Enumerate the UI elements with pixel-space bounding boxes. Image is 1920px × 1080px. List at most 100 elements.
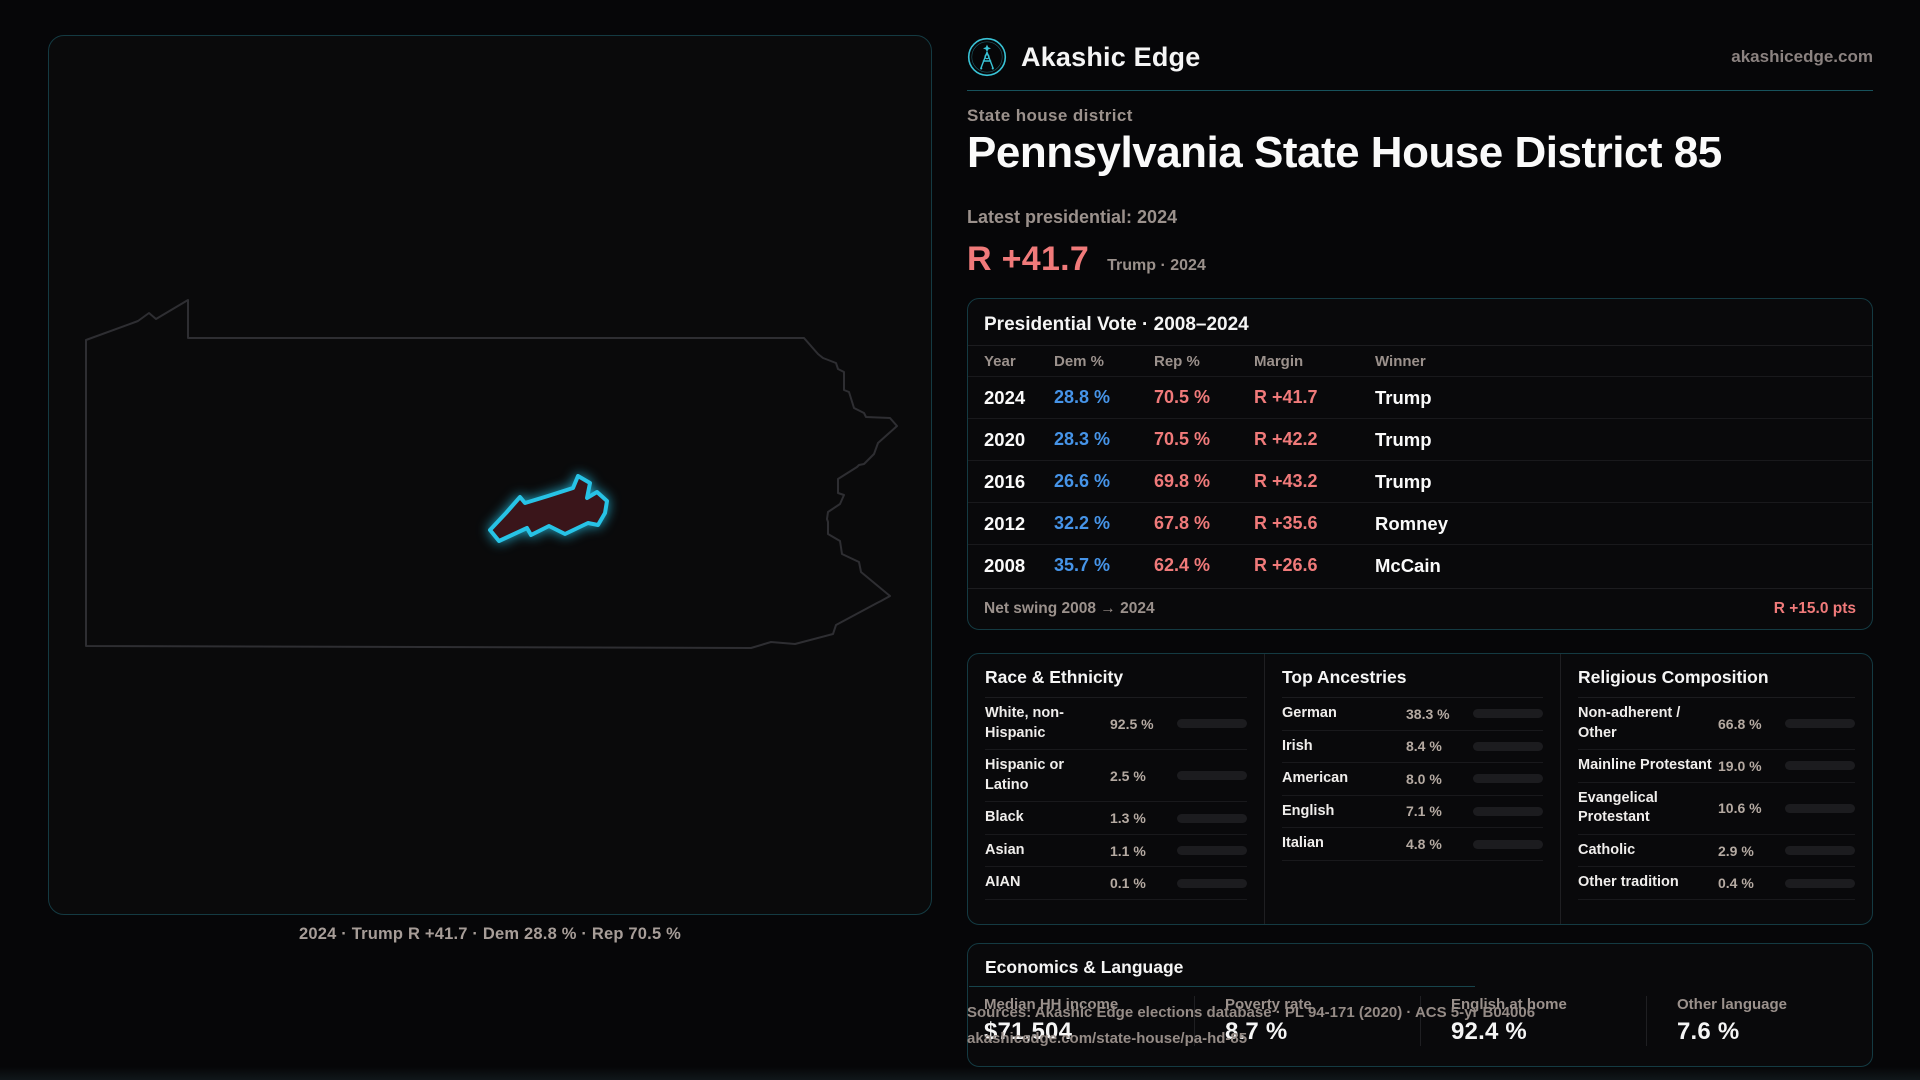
cell-rep-pct: 70.5 % [1154,387,1211,407]
stat-value: 92.4 % [1451,1018,1527,1045]
economics-card: Economics & Language Median HH income $7… [967,943,1873,1067]
map-caption: 2024 · Trump R +41.7 · Dem 28.8 % · Rep … [299,925,681,943]
col-header-year: Year [984,352,1016,370]
presidential-vote-card: Presidential Vote · 2008–2024 Year Dem %… [967,298,1873,630]
stat-bar [1473,806,1543,816]
col-header-dem: Dem % [1054,352,1105,370]
cell-rep-pct: 70.5 % [1154,429,1211,449]
list-item: Other tradition 0.4 % [1578,867,1855,900]
presidential-table-header: Year Dem % Rep % Margin Winner [968,346,1872,376]
stat-label: English at home [1451,996,1567,1013]
net-swing-value: R +15.0 pts [1773,600,1856,617]
list-item: Black 1.3 % [985,802,1247,835]
stat-value: 8.4 % [1406,738,1442,755]
stat-value: 2.9 % [1718,842,1754,859]
cell-margin: R +43.2 [1254,471,1318,491]
stat-value: 92.5 % [1110,715,1154,732]
latest-presidential-label: Latest presidential: 2024 [967,207,1178,227]
stat-label: Asian [985,841,1025,858]
stat-value: 8.0 % [1406,770,1442,787]
cell-dem-pct: 26.6 % [1054,471,1111,491]
stat-value: 10.6 % [1718,800,1762,817]
cell-winner: McCain [1375,554,1441,576]
stat-bar [1785,878,1855,888]
stat-value: 38.3 % [1406,705,1450,722]
stat-label: Mainline Protestant [1578,757,1712,774]
cell-winner: Romney [1375,512,1448,534]
header-divider [967,90,1873,91]
table-row: 2024 28.8 % 70.5 % R +41.7 Trump [968,376,1872,418]
cell-rep-pct: 67.8 % [1154,513,1211,533]
religion-panel: Religious Composition Non-adherent / Oth… [1560,654,1872,924]
stat-value: 4.8 % [1406,836,1442,853]
divider [969,986,1476,987]
stat-value: $71,504 [984,1018,1073,1045]
cell-dem-pct: 28.3 % [1054,429,1111,449]
brand-name[interactable]: Akashic Edge [1021,41,1201,72]
stat-label: Median HH income [984,996,1119,1013]
cell-margin: R +41.7 [1254,387,1318,407]
list-item: English 7.1 % [1282,796,1543,829]
district-map-card [48,35,932,915]
list-item: Asian 1.1 % [985,835,1247,868]
table-row: 2012 32.2 % 67.8 % R +35.6 Romney [968,502,1872,544]
stat-label: Evangelical Protestant [1578,789,1658,826]
stat-label: Other language [1677,996,1788,1013]
stat-bar [1473,839,1543,849]
race-panel-title: Race & Ethnicity [985,667,1247,698]
stat-label: English [1282,802,1335,819]
demographics-card: Race & Ethnicity White, non-Hispanic 92.… [967,653,1873,925]
site-domain-link[interactable]: akashicedge.com [1731,47,1873,66]
stat-bar [1785,761,1855,771]
table-row: 2016 26.6 % 69.8 % R +43.2 Trump [968,460,1872,502]
stat-label: White, non-Hispanic [985,705,1064,741]
stat-label: AIAN [985,874,1021,891]
stat-value: 19.0 % [1718,757,1762,774]
cell-year: 2008 [984,554,1026,576]
stat-bar [1177,846,1247,856]
stat-block: English at home 92.4 % [1420,996,1646,1046]
list-item: Irish 8.4 % [1282,731,1543,764]
cell-rep-pct: 62.4 % [1154,555,1211,575]
list-item: AIAN 0.1 % [985,867,1247,900]
stat-bar [1473,709,1543,719]
economics-card-title: Economics & Language [985,957,1184,977]
ancestries-panel-title: Top Ancestries [1282,667,1543,698]
list-item: White, non-Hispanic 92.5 % [985,698,1247,751]
table-row: 2008 35.7 % 62.4 % R +26.6 McCain [968,544,1872,586]
brand-logo-icon[interactable] [967,37,1007,77]
stat-label: American [1282,770,1349,787]
economics-stats-row: Median HH income $71,504 Poverty rate 8.… [968,996,1872,1046]
cell-dem-pct: 28.8 % [1054,387,1111,407]
list-item: Mainline Protestant 19.0 % [1578,750,1855,783]
net-swing-row: Net swing 2008 → 2024 R +15.0 pts [968,588,1872,629]
cell-margin: R +42.2 [1254,429,1318,449]
religion-panel-title: Religious Composition [1578,667,1855,698]
cell-year: 2016 [984,470,1026,492]
state-outline [85,299,898,649]
stat-label: Catholic [1578,841,1636,858]
district-shape[interactable] [488,474,609,543]
bottom-glow-strip [0,1067,1920,1080]
stat-block: Other language 7.6 % [1646,996,1872,1046]
col-header-winner: Winner [1375,352,1426,370]
source-url[interactable]: akashicedge.com/state-house/pa-hd-85 [967,1030,1248,1047]
cell-dem-pct: 32.2 % [1054,513,1111,533]
stat-label: Black [985,809,1024,826]
cell-margin: R +26.6 [1254,555,1318,575]
stat-value: 66.8 % [1718,715,1762,732]
margin-headline: R +41.7 [967,240,1090,278]
cell-dem-pct: 35.7 % [1054,555,1111,575]
cell-winner: Trump [1375,386,1432,408]
stat-bar [1785,803,1855,813]
page-title: Pennsylvania State House District 85 [967,128,1722,177]
margin-summary: R +41.7 Trump · 2024 [967,240,1873,279]
stat-bar [1177,878,1247,888]
stat-label: Italian [1282,835,1324,852]
list-item: Non-adherent / Other 66.8 % [1578,698,1855,751]
section-kicker: State house district [967,106,1133,125]
app-header: Akashic Edge akashicedge.com [967,36,1873,78]
cell-year: 2020 [984,428,1026,450]
stat-value: 2.5 % [1110,767,1146,784]
race-ethnicity-panel: Race & Ethnicity White, non-Hispanic 92.… [968,654,1264,924]
